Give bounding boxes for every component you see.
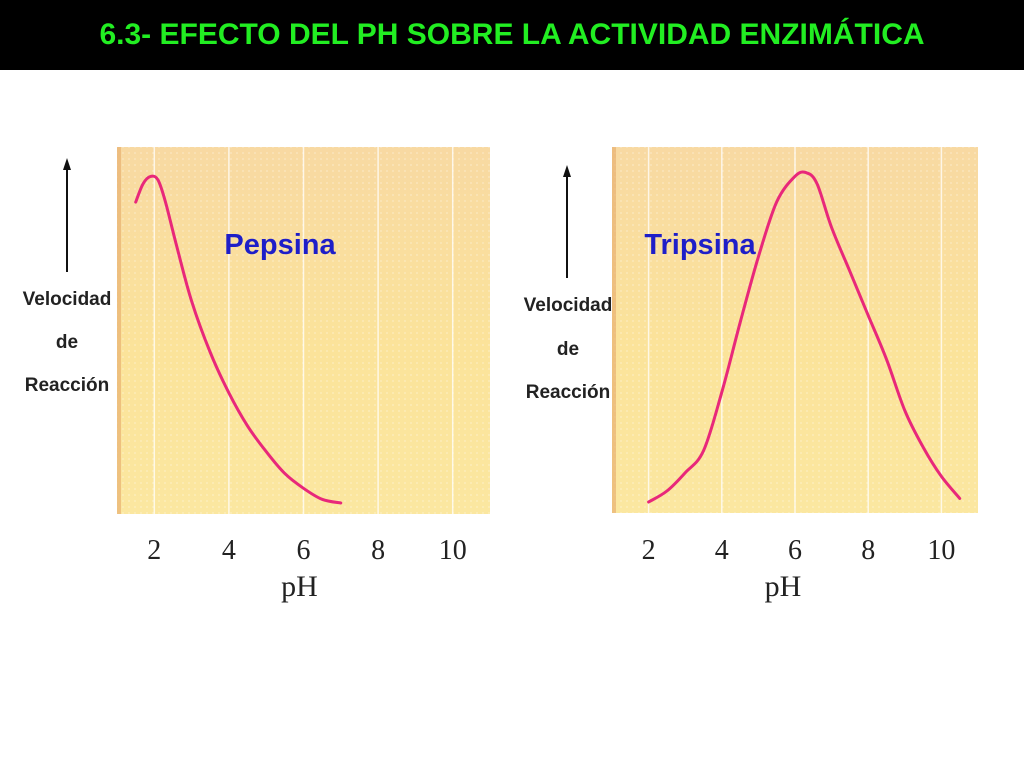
title-bar: 6.3- EFECTO DEL PH SOBRE LA ACTIVIDAD EN…	[0, 0, 1024, 70]
x-tick-label: 4	[715, 535, 729, 566]
x-tick-label: 6	[788, 535, 802, 566]
series-label-tripsina: Tripsina	[644, 229, 756, 261]
x-tick-label: 10	[927, 535, 955, 566]
plot-left-edge	[612, 147, 616, 513]
chart-tripsina: Velocidad de Reacción 2 4 6 8 10 pH Tripsina	[524, 147, 978, 603]
series-label-pepsina: Pepsina	[224, 229, 336, 261]
x-tick-label: 4	[222, 535, 236, 566]
x-tick-label: 8	[371, 535, 385, 566]
chart-pepsina: Velocidad de Reacción 2 4 6 8 10 pH Pepsina	[23, 147, 490, 603]
x-tick-label: 8	[861, 535, 875, 566]
y-axis-label-line: de	[557, 339, 579, 360]
y-axis-arrow-head	[63, 158, 71, 170]
x-axis-label: pH	[765, 570, 802, 603]
x-tick-label: 2	[642, 535, 656, 566]
plot-left-edge	[117, 147, 121, 514]
y-axis-arrow-head	[563, 165, 571, 177]
series-line-pepsina	[134, 174, 343, 505]
y-axis-label-line: Velocidad	[524, 295, 613, 316]
y-axis-label-line: Reacción	[25, 375, 109, 396]
x-tick-label: 10	[439, 535, 467, 566]
x-tick-label: 2	[147, 535, 161, 566]
y-axis-label-line: Reacción	[526, 382, 610, 403]
y-axis-label-line: Velocidad	[23, 289, 112, 310]
y-axis-label-line: de	[56, 332, 78, 353]
page-title: 6.3- EFECTO DEL PH SOBRE LA ACTIVIDAD EN…	[99, 18, 925, 51]
series-line-tripsina	[647, 170, 962, 504]
x-tick-label: 6	[297, 535, 311, 566]
x-axis-label: pH	[281, 570, 318, 603]
